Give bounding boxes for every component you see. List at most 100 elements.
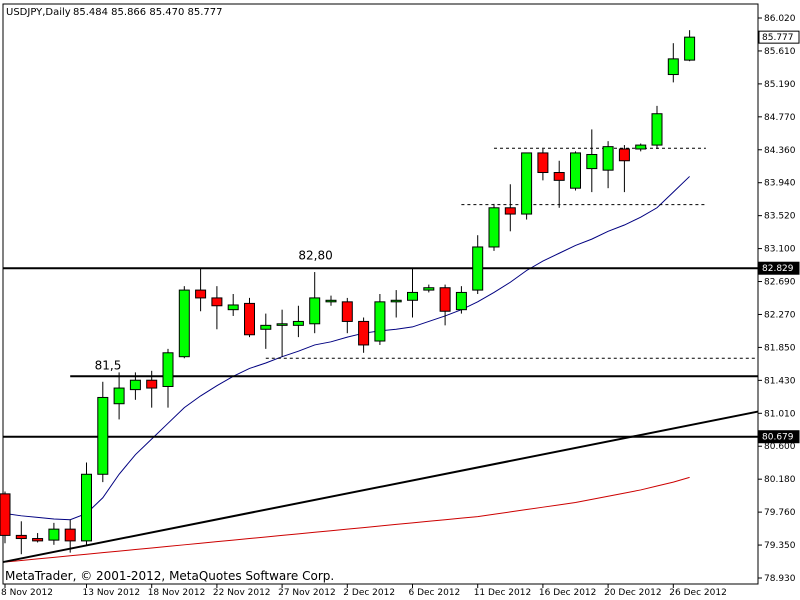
- candle-13: [211, 286, 223, 330]
- current-price-tag-box: [758, 30, 800, 44]
- candle-0: [0, 491, 11, 544]
- candle-body-bull: [374, 301, 386, 342]
- y-tick-label: 81.010: [764, 409, 796, 419]
- candle-29: [472, 235, 484, 294]
- candle-31: [504, 184, 516, 232]
- candle-body-bull: [178, 289, 190, 358]
- price-tag-1-label: 80.679: [762, 433, 794, 443]
- candle-3: [48, 522, 60, 545]
- x-tick-label: 18 Nov 2012: [148, 588, 206, 598]
- candle-body-bull: [48, 528, 60, 541]
- x-tick-label: 11 Dec 2012: [474, 588, 532, 598]
- candle-32: [521, 152, 533, 220]
- candle-body-bear: [358, 320, 370, 346]
- x-tick-label: 16 Dec 2012: [539, 588, 597, 598]
- y-tick-label: 78.930: [764, 574, 796, 584]
- candle-7: [113, 372, 125, 420]
- plot-frame: [2, 3, 759, 585]
- candle-body-bull: [113, 387, 125, 405]
- candle-body-bull: [260, 324, 272, 330]
- candle-39: [635, 143, 647, 152]
- candle-body-bull: [423, 287, 435, 291]
- y-tick-label: 81.850: [764, 343, 796, 353]
- candle-40: [651, 105, 663, 149]
- candle-body-bear: [146, 379, 158, 389]
- y-tick-label: 82.270: [764, 310, 796, 320]
- candle-9: [146, 370, 158, 408]
- candle-27: [439, 284, 451, 326]
- candle-42: [684, 30, 696, 62]
- annotation-label-1: 81,5: [95, 358, 122, 372]
- candle-body-bull: [472, 246, 484, 291]
- price-tag-0-label: 82.829: [762, 264, 794, 274]
- current-price-tag-label: 85.777: [762, 33, 794, 43]
- candle-body-bear: [553, 172, 565, 181]
- y-tick-label: 80.180: [764, 475, 796, 485]
- candle-38: [618, 145, 630, 193]
- candle-body-bull: [309, 297, 321, 325]
- candle-body-bull: [667, 58, 679, 76]
- candle-17: [276, 309, 288, 357]
- candle-10: [162, 348, 174, 408]
- candle-body-bull: [635, 144, 647, 150]
- candle-body-bear: [537, 152, 549, 174]
- y-tick-label: 84.770: [764, 113, 796, 123]
- candle-body-bull: [227, 304, 239, 311]
- candle-28: [455, 286, 467, 314]
- candle-26: [423, 284, 435, 293]
- candle-body-bull: [129, 379, 141, 391]
- y-tick-label: 79.760: [764, 508, 796, 518]
- candle-14: [227, 294, 239, 316]
- price-tag-1-box: [758, 430, 800, 444]
- candle-body-bear: [341, 301, 353, 322]
- moving-averages: [4, 176, 690, 563]
- candle-body-bull: [570, 152, 581, 189]
- y-tick-label: 83.520: [764, 212, 796, 222]
- chart-header-ohlc: 85.484 85.866 85.470 85.777: [73, 7, 223, 18]
- x-tick-label: 2 Dec 2012: [343, 588, 395, 598]
- y-tick-label: 84.360: [764, 146, 796, 156]
- candle-24: [390, 290, 402, 318]
- candle-6: [97, 381, 109, 483]
- y-tick-label: 83.100: [764, 245, 796, 255]
- candle-2: [32, 533, 44, 543]
- candle-body-bear: [244, 302, 255, 336]
- chart-header-symbol: USDJPY,Daily: [6, 7, 71, 18]
- y-tick-label: 82.690: [764, 278, 796, 288]
- candle-34: [553, 160, 565, 208]
- candle-body-bull: [586, 153, 598, 170]
- candle-body-bear: [504, 207, 516, 215]
- candle-body-bear: [64, 528, 76, 542]
- candle-1: [15, 521, 27, 555]
- y-tick-label: 83.940: [764, 179, 796, 189]
- candle-16: [260, 313, 272, 349]
- candle-body-bull: [684, 36, 696, 61]
- candle-5: [81, 462, 92, 545]
- x-tick-label: 26 Dec 2012: [669, 588, 727, 598]
- candle-19: [309, 272, 321, 334]
- candle-body-bull: [407, 291, 418, 301]
- y-tick-label: 85.190: [764, 80, 796, 90]
- candle-30: [488, 203, 500, 251]
- x-tick-label: 20 Dec 2012: [604, 588, 662, 598]
- candles: [0, 30, 696, 555]
- candle-body-bull: [325, 299, 337, 303]
- x-tick-label: 8 Nov 2012: [1, 588, 53, 598]
- candle-36: [586, 129, 598, 193]
- x-tick-label: 13 Nov 2012: [83, 588, 141, 598]
- candle-body-bull: [602, 146, 614, 171]
- x-tick-label: 22 Nov 2012: [213, 588, 271, 598]
- candle-body-bull: [390, 299, 402, 303]
- candle-body-bull: [521, 152, 533, 215]
- ma-slow-line: [4, 476, 690, 563]
- candle-12: [195, 268, 207, 312]
- candle-body-bull: [276, 323, 288, 326]
- candle-body-bull: [455, 291, 467, 311]
- candle-body-bear: [211, 297, 223, 307]
- candle-body-bear: [32, 538, 44, 542]
- y-tick-label: 81.430: [764, 376, 796, 386]
- support-resistance-lines: 82,80 81,5: [2, 147, 759, 564]
- candle-4: [64, 519, 76, 553]
